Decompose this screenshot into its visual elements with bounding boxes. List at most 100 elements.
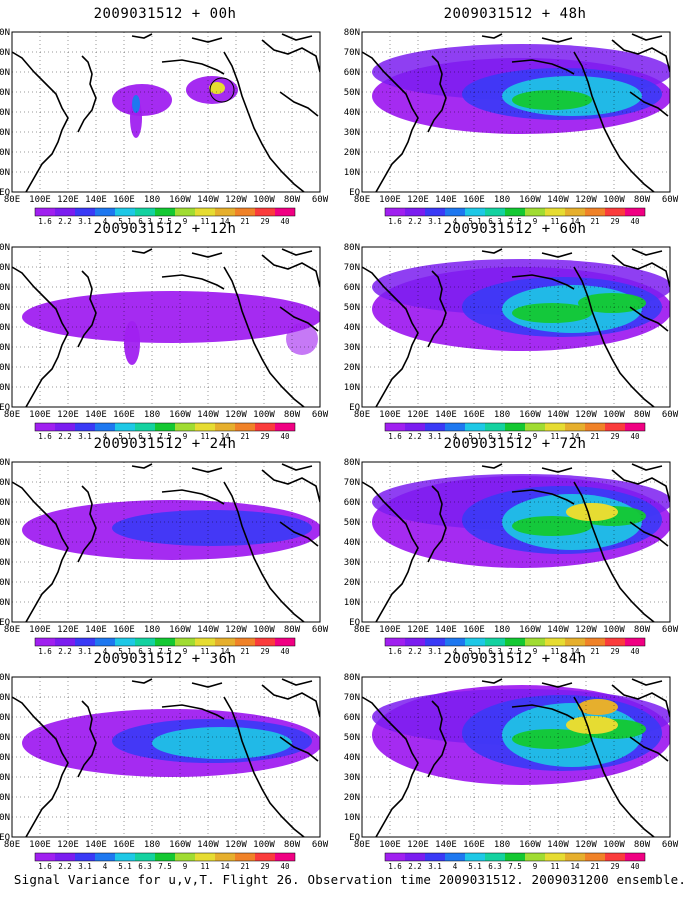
coastline: [511, 274, 575, 290]
colorbar-label: 1.6: [388, 862, 402, 871]
forecast-panel: 2009031512 + 72h EQ 10N 20N 30N 40N 50N 60N 70N 8…: [344, 430, 680, 656]
lon-tick-label: 120E: [57, 840, 79, 850]
colorbar-swatch: [525, 423, 545, 431]
lat-tick-label: EQ: [349, 618, 360, 628]
lat-tick-label: 20N: [344, 363, 360, 373]
lat-tick-label: EQ: [0, 618, 10, 628]
colorbar-swatch: [55, 423, 75, 431]
lat-tick-label: 70N: [0, 478, 10, 488]
colorbar-label: 4: [103, 432, 108, 441]
colorbar-label: 11: [200, 432, 209, 441]
colorbar-label: 7.5: [508, 647, 522, 656]
lat-tick-label: EQ: [0, 188, 10, 198]
variance-map: EQ 10N 20N 30N 40N 50N 60N 70N 80N 80E 100E 120E 140…: [344, 673, 679, 871]
lat-tick-label: 70N: [0, 48, 10, 58]
colorbar-label: 6.3: [488, 217, 502, 226]
lon-tick-label: 140E: [435, 625, 457, 635]
colorbar-label: 40: [630, 862, 640, 871]
colorbar-label: 29: [610, 862, 619, 871]
lon-tick-label: 100E: [29, 840, 51, 850]
colorbar-label: 1.6: [38, 432, 52, 441]
colorbar-swatch: [235, 208, 255, 216]
lon-tick-label: 80W: [284, 840, 301, 850]
colorbar-swatch: [35, 208, 55, 216]
forecast-panel: 2009031512 + 24h EQ 10N 20N 30N 40N 50N 60N 70N 8…: [0, 430, 330, 656]
colorbar-frame: [34, 852, 296, 862]
lon-tick-label: 60W: [312, 410, 329, 420]
lat-tick-label: 30N: [344, 773, 360, 783]
variance-map: EQ 10N 20N 30N 40N 50N 60N 70N 80N 80E 100E 120E 140…: [0, 673, 329, 871]
colorbar-swatch: [115, 853, 135, 861]
colorbar-swatch: [485, 853, 505, 861]
variance-map: EQ 10N 20N 30N 40N 50N 60N 70N 80N 80E 100E 120E 140…: [0, 243, 329, 441]
coastline: [427, 700, 447, 778]
lon-tick-label: 180: [494, 840, 510, 850]
lon-tick-label: 100E: [379, 410, 401, 420]
colorbar-frame: [34, 207, 296, 217]
coastline: [511, 59, 575, 75]
lon-tick-label: 100E: [379, 840, 401, 850]
colorbar-label: 21: [590, 647, 599, 656]
lat-tick-label: 30N: [0, 128, 10, 138]
colorbar-swatch: [175, 423, 195, 431]
colorbar-label: 9: [533, 217, 538, 226]
coastline: [223, 481, 305, 622]
lon-tick-label: 100W: [253, 195, 275, 205]
lon-tick-label: 140W: [197, 195, 219, 205]
colorbar-label: 3.1: [428, 647, 442, 656]
colorbar-swatch: [465, 423, 485, 431]
colorbar-swatch: [55, 638, 75, 646]
lat-tick-label: 10N: [0, 598, 10, 608]
colorbar-label: 1.6: [388, 432, 402, 441]
colorbar-swatch: [425, 638, 445, 646]
colorbar-swatch: [75, 853, 95, 861]
coastline: [629, 736, 669, 762]
coastline: [511, 489, 575, 505]
colorbar-label: 11: [200, 862, 209, 871]
variance-band: [124, 321, 140, 365]
colorbar-swatch: [95, 423, 115, 431]
lat-tick-label: 50N: [344, 518, 360, 528]
lon-tick-label: 160W: [519, 840, 541, 850]
lat-tick-label: 50N: [0, 303, 10, 313]
coastline: [481, 678, 663, 688]
lon-tick-label: 140E: [85, 410, 107, 420]
colorbar-swatch: [485, 638, 505, 646]
coastline: [511, 704, 575, 720]
colorbar-swatch: [425, 853, 445, 861]
lat-tick-label: 30N: [0, 773, 10, 783]
lon-tick-label: 120W: [575, 625, 597, 635]
lon-tick-label: 180: [144, 410, 160, 420]
colorbar-swatch: [505, 208, 525, 216]
colorbar-swatch: [255, 853, 275, 861]
lon-tick-label: 140E: [85, 625, 107, 635]
lat-tick-label: 30N: [0, 343, 10, 353]
lat-tick-label: 10N: [344, 168, 360, 178]
variance-core: [512, 729, 592, 749]
lon-tick-label: 60W: [662, 840, 679, 850]
lon-tick-label: 80W: [284, 410, 301, 420]
lon-tick-label: 140E: [435, 195, 457, 205]
variance-core: [578, 699, 618, 715]
colorbar-swatch: [525, 638, 545, 646]
lat-tick-label: 10N: [344, 598, 360, 608]
lat-tick-label: 10N: [0, 383, 10, 393]
colorbar-label: 7.5: [158, 862, 172, 871]
variance-band: [112, 84, 172, 116]
colorbar-swatch: [605, 423, 625, 431]
lon-tick-label: 60W: [662, 195, 679, 205]
lon-tick-label: 120W: [575, 410, 597, 420]
colorbar-swatch: [235, 423, 255, 431]
lat-tick-label: 60N: [0, 283, 10, 293]
lon-tick-label: 120E: [407, 410, 429, 420]
lon-tick-label: 160E: [463, 195, 485, 205]
colorbar-frame: [384, 207, 646, 217]
coastline: [611, 684, 670, 718]
colorbar-swatch: [175, 208, 195, 216]
colorbar-label: 21: [590, 432, 599, 441]
colorbar-label: 6.3: [138, 217, 152, 226]
lat-tick-label: 20N: [344, 793, 360, 803]
colorbar-label: 6.3: [488, 432, 502, 441]
colorbar-label: 7.5: [508, 432, 522, 441]
colorbar-swatch: [95, 208, 115, 216]
